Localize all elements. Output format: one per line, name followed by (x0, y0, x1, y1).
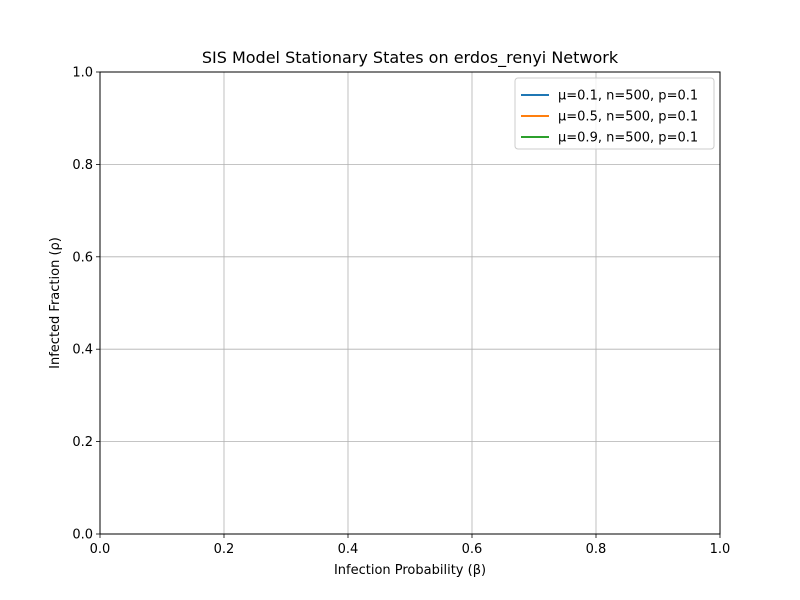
y-axis-label: Infected Fraction (ρ) (48, 237, 63, 369)
grid (99, 71, 721, 535)
x-tick-label: 0.2 (214, 542, 235, 557)
plot-frame (99, 71, 721, 535)
y-tick-label: 0.0 (72, 528, 93, 543)
chart-title: SIS Model Stationary States on erdos_ren… (202, 48, 619, 68)
y-tick-label: 0.4 (72, 343, 93, 358)
y-tick-label: 1.0 (72, 66, 93, 81)
x-tick-label: 0.8 (586, 542, 607, 557)
legend: μ=0.1, n=500, p=0.1 μ=0.5, n=500, p=0.1 μ=… (514, 77, 715, 150)
x-tick-label: 0.6 (462, 542, 483, 557)
x-tick-label: 1.0 (710, 542, 731, 557)
y-tick-label: 0.6 (72, 250, 93, 265)
legend-label: μ=0.1, n=500, p=0.1 (558, 89, 698, 104)
y-tick-label: 0.8 (72, 158, 93, 173)
x-axis-label: Infection Probability (β) (334, 563, 486, 578)
x-tick-label: 0.0 (90, 542, 111, 557)
legend-box (514, 77, 715, 150)
legend-label: μ=0.5, n=500, p=0.1 (558, 110, 698, 125)
y-tick-label: 0.2 (72, 435, 93, 450)
legend-label: μ=0.9, n=500, p=0.1 (558, 131, 698, 146)
ticks: 0.0 0.2 0.4 0.6 0.8 1.0 0.0 0.2 0.4 0.6 0.8 1.0 (72, 66, 730, 558)
x-tick-label: 0.4 (338, 542, 359, 557)
